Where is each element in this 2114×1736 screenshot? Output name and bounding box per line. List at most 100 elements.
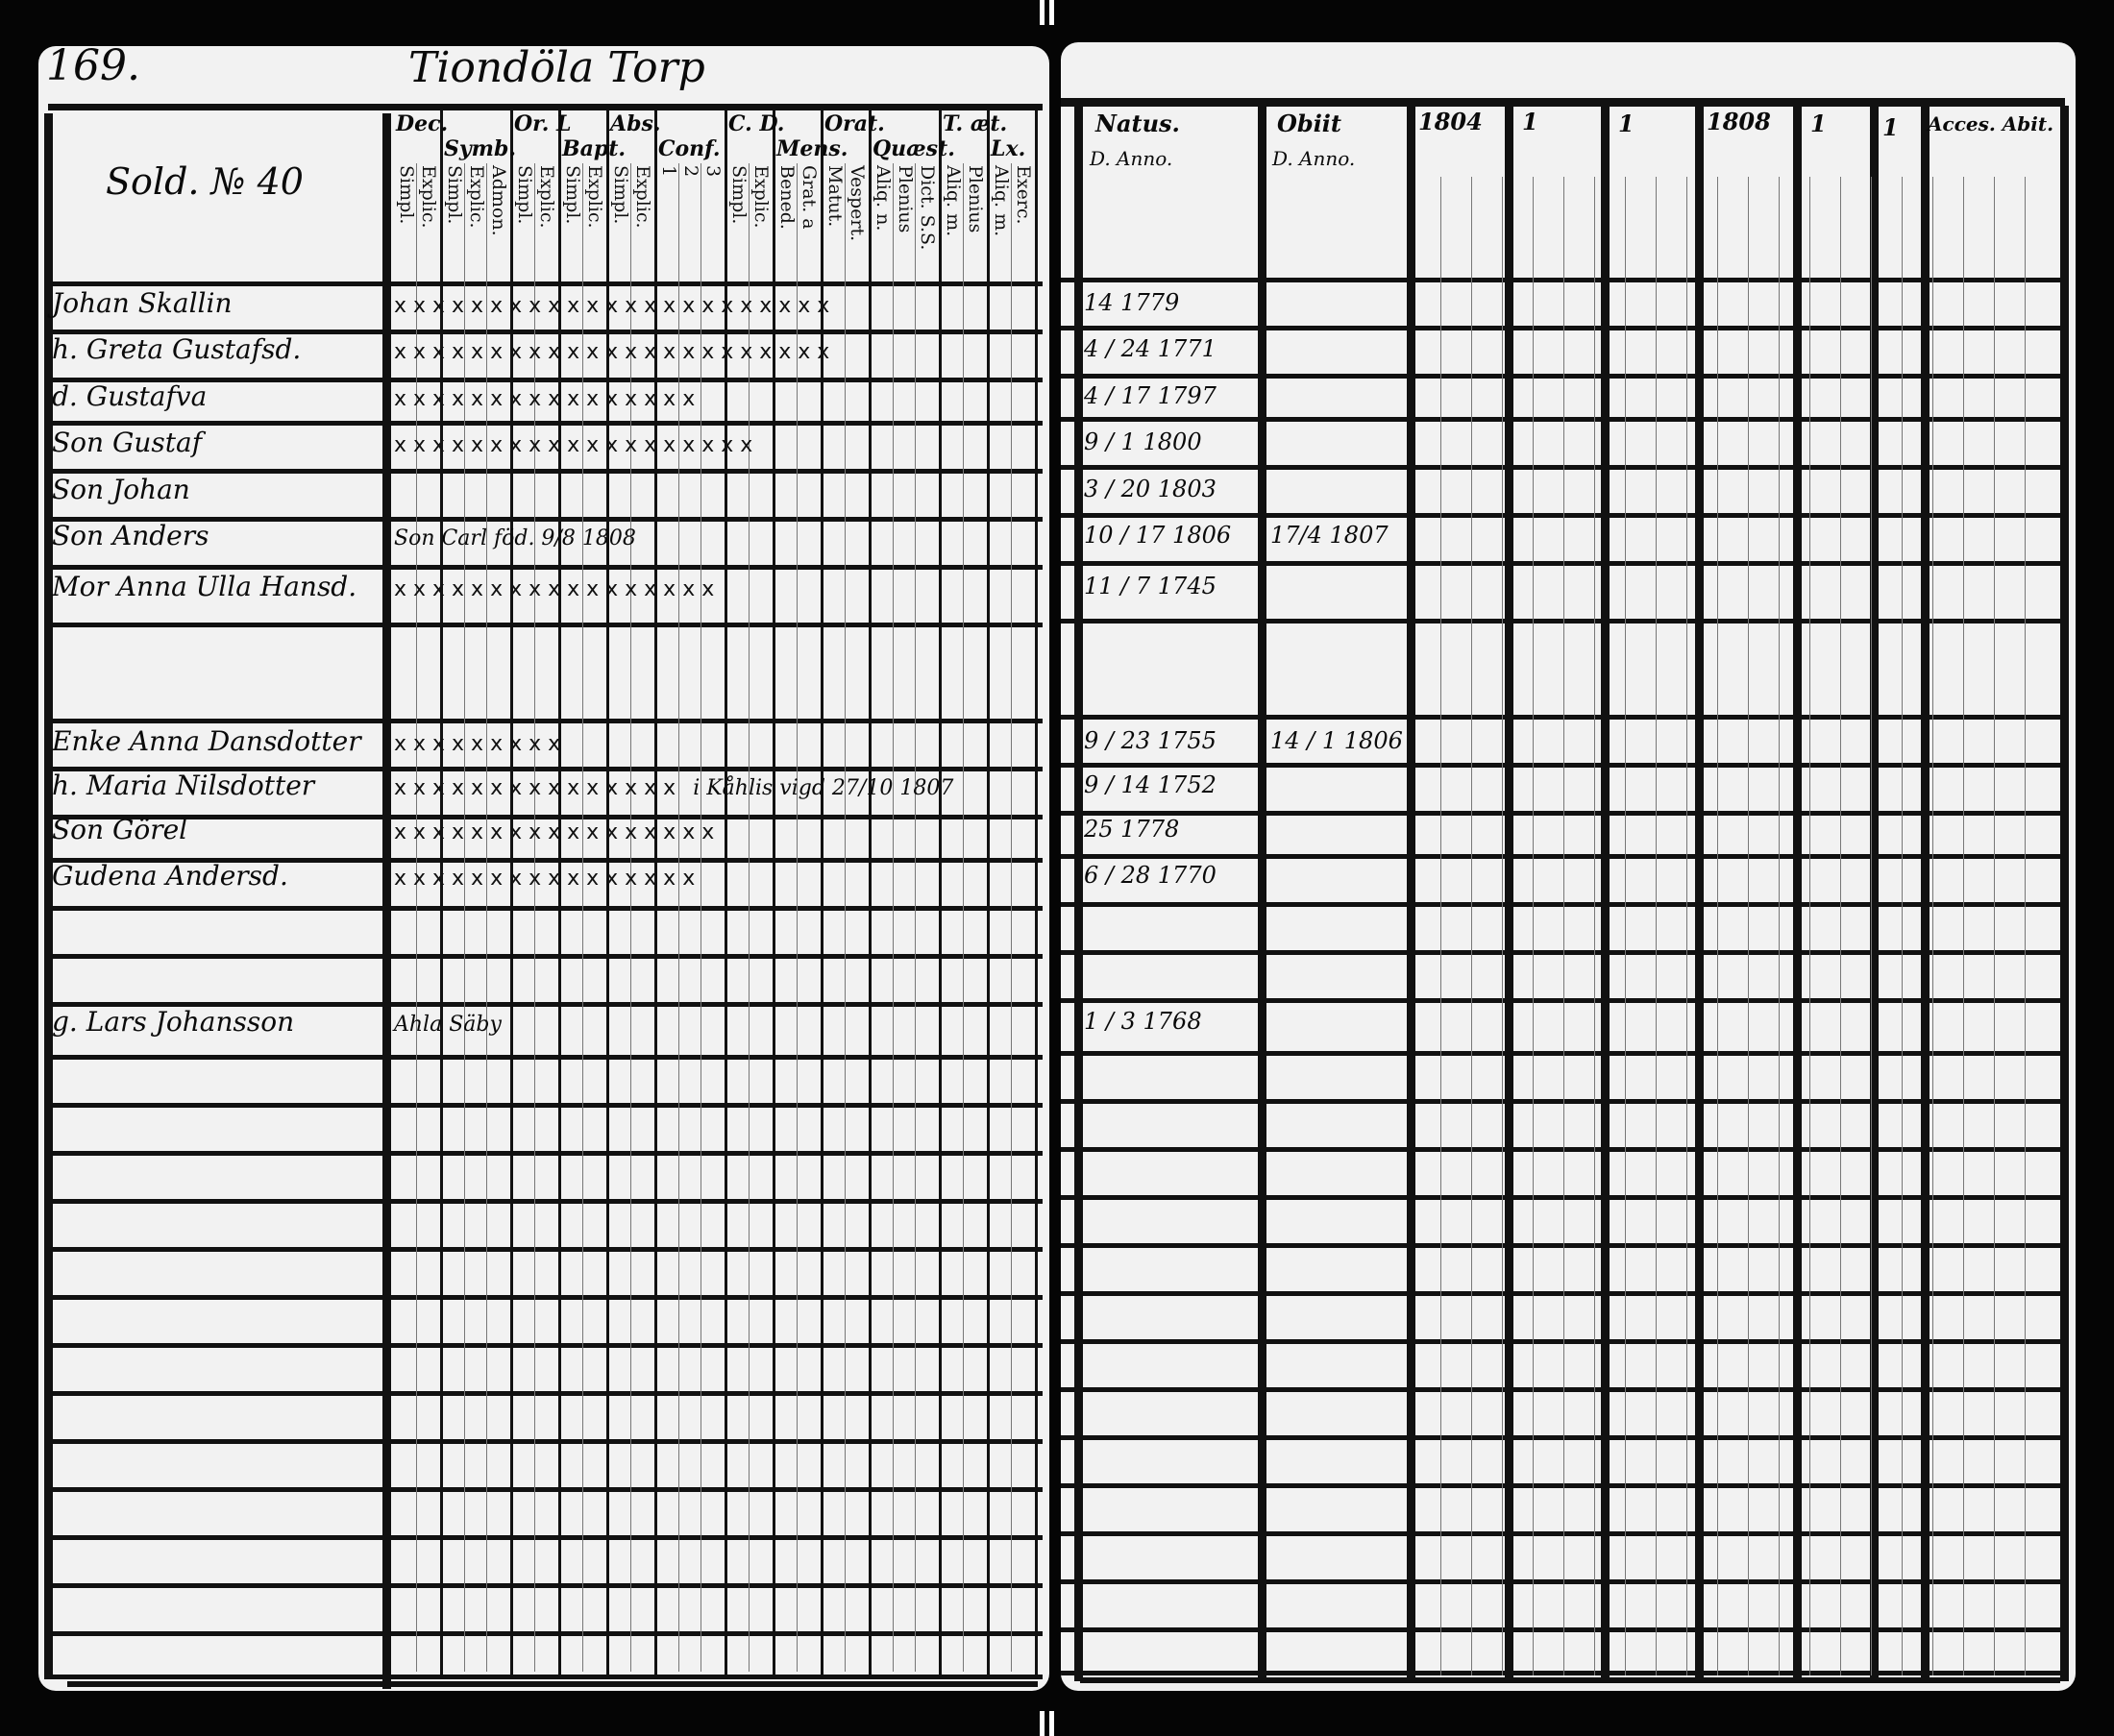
ruling-line: [963, 163, 964, 1672]
row-name: g. Lars Johansson: [52, 1006, 295, 1038]
birth-date: 9 / 14 1752: [1084, 771, 1217, 798]
row-rule: [48, 1487, 1043, 1492]
accessit-abiit-header: Acces. Abit.: [1928, 112, 2054, 135]
binding-mark: [1040, 0, 1045, 25]
row-rule: [48, 1055, 1043, 1060]
ruling-line: [749, 163, 750, 1672]
column-rule: [1258, 106, 1266, 1681]
catechism-marks: x x x x x x x x x x x x x x x x: [394, 867, 696, 891]
row-name: Son Gustaf: [52, 427, 203, 458]
column-rule: [1695, 106, 1704, 1681]
ruling-line: [1533, 177, 1534, 1675]
column-rule: [440, 110, 443, 1675]
column-subheader: Explic.: [750, 165, 772, 229]
column-header: Lx.: [991, 136, 1026, 161]
birth-date: 11 / 7 1745: [1084, 573, 1217, 599]
row-entries: x x x x x x x x x x x x x x x i Kåhlis vi…: [394, 776, 1038, 801]
ruling-line: [1963, 177, 1964, 1675]
row-rule: [48, 623, 1043, 627]
ruling-line: [1471, 177, 1472, 1675]
row-name: h. Maria Nilsdotter: [52, 770, 315, 801]
ruling-line: [1717, 177, 1718, 1675]
column-header: C. D.: [728, 111, 785, 136]
birth-date: 9 / 1 1800: [1084, 428, 1202, 455]
row-entries: x x x x x x x x x x x x x x x x x: [394, 577, 1038, 602]
column-subheader: Aliq. n.: [873, 165, 894, 232]
row-rule: [1061, 417, 2065, 422]
page-number: 169.: [46, 46, 140, 90]
column-header: Symb.: [444, 136, 516, 161]
row-rule: [48, 906, 1043, 911]
row-name: Son Görel: [52, 814, 188, 845]
row-entries: x x x x x x x x x x x x x x x x x x x x …: [394, 340, 1038, 365]
catechism-marks: x x x x x x x x x x x x x x x x x: [394, 577, 715, 601]
birth-date: 14 1779: [1084, 289, 1180, 316]
ruling-line: [1809, 177, 1810, 1675]
bottom-rule: [1080, 1677, 2060, 1683]
column-subheader: Explic.: [632, 165, 653, 229]
row-rule: [1061, 1051, 2065, 1056]
row-rule: [1061, 1147, 2065, 1152]
household-label: Sold. № 40: [106, 160, 304, 203]
catechism-marks: x x x x x x x x x x x x x x x: [394, 776, 676, 800]
row-entries: Son Carl föd. 9/8 1808: [394, 526, 1038, 551]
ruling-line: [1686, 177, 1687, 1675]
row-rule: [48, 281, 1043, 286]
column-subheader: Simpl.: [514, 165, 535, 225]
row-rule: [1061, 278, 2065, 282]
ruling-line: [630, 163, 631, 1672]
year-header-3: 1: [1618, 110, 1635, 137]
column-rule: [558, 110, 561, 1675]
column-subheader: Grat. a: [799, 165, 820, 230]
ruling-line: [1625, 177, 1626, 1675]
row-entries: x x x x x x x x x x x x x x x x x: [394, 820, 1038, 845]
row-name: Son Anders: [52, 520, 209, 551]
row-rule: [1061, 854, 2065, 859]
column-subheader: Vespert.: [847, 165, 868, 242]
row-rule: [1061, 715, 2065, 720]
birth-date: 6 / 28 1770: [1084, 862, 1217, 889]
column-rule: [1074, 106, 1083, 1681]
row-rule: [1061, 1291, 2065, 1296]
natus-subheader: D. Anno.: [1090, 147, 1173, 170]
column-subheader: Bened.: [776, 165, 798, 230]
row-rule: [48, 1343, 1043, 1348]
death-date: 14 / 1 1806: [1270, 727, 1403, 754]
ruling-line: [678, 163, 679, 1672]
row-name: Gudena Andersd.: [52, 860, 288, 892]
column-header: Conf.: [658, 136, 721, 161]
row-name: Son Johan: [52, 474, 190, 505]
row-rule: [1061, 950, 2065, 955]
row-rule: [48, 469, 1043, 474]
catechism-marks: x x x x x x x x x x x x x x x x x x x: [394, 433, 753, 457]
column-rule: [987, 110, 990, 1675]
bottom-rule: [67, 1681, 1038, 1687]
row-rule: [48, 719, 1043, 723]
column-rule: [2060, 106, 2069, 1681]
right-page: Natus. D. Anno. Obiit D. Anno. 1804 1 1 …: [1061, 42, 2076, 1691]
left-page: 169. Tiondöla Torp Sold. № 40 Dec. Simpl.…: [38, 46, 1049, 1691]
ruling-line: [582, 163, 583, 1672]
ruling-line: [1656, 177, 1657, 1675]
ruling-line: [845, 163, 846, 1672]
column-subheader: Plenius: [895, 165, 916, 233]
birth-date: 10 / 17 1806: [1084, 522, 1232, 549]
row-rule: [48, 767, 1043, 771]
column-subheader: Simpl.: [396, 165, 417, 225]
ruling-line: [464, 163, 465, 1672]
birth-date: 25 1778: [1084, 816, 1180, 843]
obiit-subheader: D. Anno.: [1272, 147, 1356, 170]
row-entries: Ahla Säby: [394, 1013, 1038, 1038]
row-rule: [1061, 1531, 2065, 1536]
ruling-line: [1502, 177, 1503, 1675]
year-header-1: 1804: [1418, 108, 1483, 135]
row-entries: x x x x x x x x x x x x x x x x: [394, 387, 1038, 412]
ruling-line: [1779, 177, 1780, 1675]
row-rule: [48, 1675, 1043, 1679]
row-rule: [48, 565, 1043, 570]
ruling-line: [1902, 177, 1903, 1675]
row-note: i Kåhlis vigd 27/10 1807: [693, 776, 954, 800]
row-rule: [48, 378, 1043, 382]
column-rule: [382, 113, 391, 1689]
row-rule: [1061, 465, 2065, 470]
